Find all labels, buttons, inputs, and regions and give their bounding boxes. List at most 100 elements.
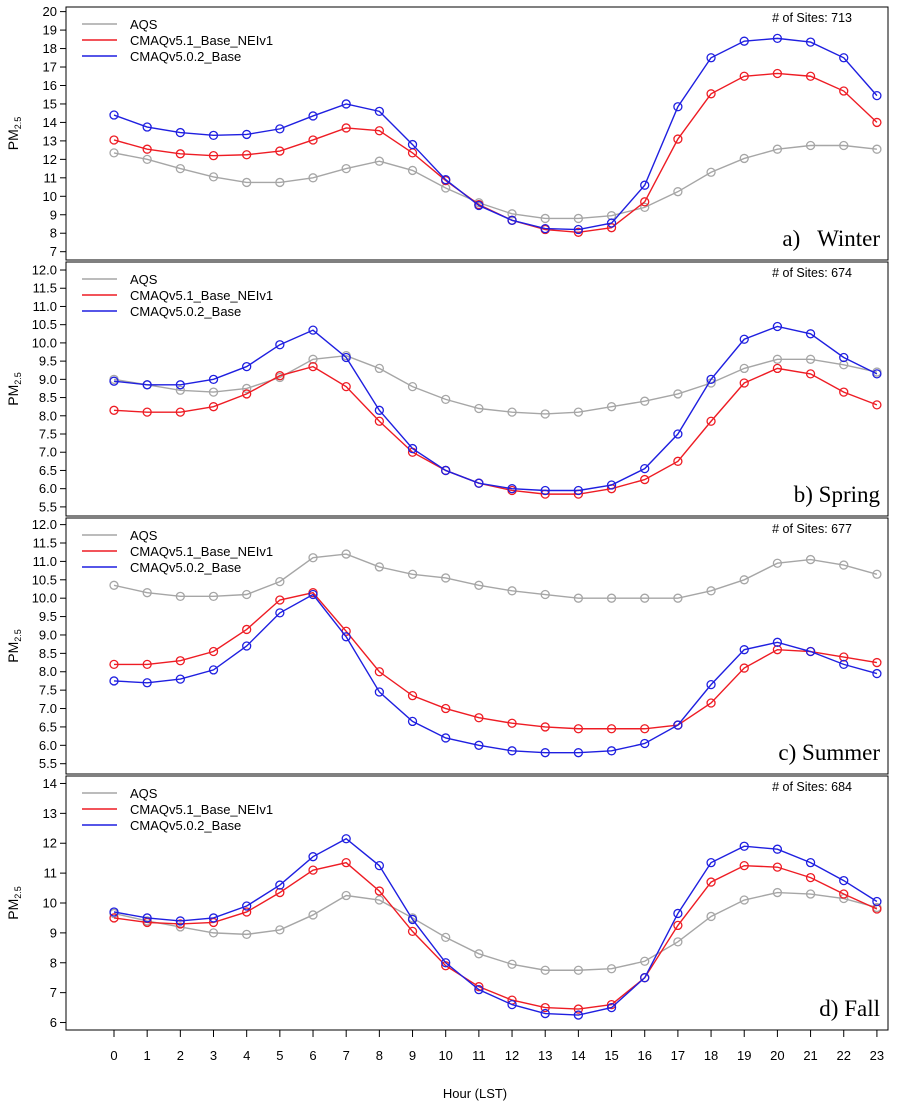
y-tick-label: 19 [43,23,57,38]
data-point [507,718,517,728]
y-tick-label: 11.0 [33,554,57,569]
data-point [275,340,285,350]
data-point [673,937,683,947]
data-point [739,334,749,344]
data-point [208,402,219,412]
data-point [308,361,318,372]
data-point [805,646,816,657]
data-point [341,890,351,901]
series-2 [109,321,882,496]
plot-frame [65,261,889,517]
data-point [772,144,783,154]
x-tick-label: 0 [110,1048,117,1063]
data-point [242,361,252,372]
data-point [606,746,617,756]
y-tick-label: 8.5 [39,646,57,661]
data-point [175,674,185,684]
data-point [275,595,285,605]
data-point [208,646,219,657]
data-point [109,110,119,120]
data-point [242,901,252,911]
data-point [407,165,418,176]
data-point [573,1004,584,1014]
data-point [341,381,351,392]
sites-count: # of Sites: 684 [772,780,852,794]
data-point [341,632,351,642]
data-point [606,964,617,974]
data-point [573,227,584,237]
data-point [407,443,418,454]
series-line [113,593,878,754]
legend-label: CMAQv5.0.2_Base [130,49,241,64]
data-point [706,679,716,690]
data-point [839,875,849,886]
y-tick-label: 13 [43,806,57,821]
y-tick-label: 11 [44,866,58,881]
data-point [640,474,650,485]
data-point [540,485,550,496]
data-point [839,86,849,96]
data-point [308,589,318,600]
data-point [474,713,484,723]
data-point [673,720,683,730]
x-tick-label: 17 [671,1048,685,1063]
y-axis-label: PM2.5 [5,629,23,663]
data-point [507,484,517,494]
series-line [113,354,878,415]
data-point [441,394,451,405]
data-point [772,68,783,79]
data-point [175,407,185,417]
y-tick-label: 9.5 [39,609,57,624]
y-tick-label: 7.5 [39,427,57,442]
data-point [341,834,351,844]
data-point [275,925,285,935]
data-point [872,90,882,101]
data-point [573,1010,584,1020]
y-tick-label: 18 [43,41,57,56]
data-point [142,122,152,132]
data-point [805,858,816,868]
data-point [772,862,783,872]
data-point [474,200,484,211]
data-point [341,163,351,174]
x-tick-label: 23 [870,1048,884,1063]
data-point [242,389,252,399]
data-point [142,913,152,923]
data-point [673,102,683,112]
data-point [208,913,219,923]
data-point [242,589,252,600]
y-tick-label: 6 [50,1015,57,1030]
data-point [673,908,683,919]
data-point [839,140,849,151]
data-point [872,369,882,379]
data-point [474,403,484,414]
y-tick-label: 9.0 [39,627,57,642]
panel-season: Spring [819,482,881,507]
data-point [507,209,517,219]
data-point [474,740,484,750]
data-point [142,659,152,670]
legend-label: CMAQv5.0.2_Base [130,818,241,833]
data-point [540,748,550,758]
data-point [706,698,716,708]
data-point [540,722,550,732]
data-point [175,591,185,601]
panel-title: b) Spring [794,482,881,507]
panel-fall: 6 7 8 9 10 11 12 13 14 PM2.5 AQSCMAQv5.1_Base_NEIv… [5,775,889,1031]
data-point [606,1002,617,1013]
data-point [341,352,351,363]
data-point [109,135,119,145]
data-point [673,134,683,144]
data-point [573,213,584,224]
x-tick-label: 13 [538,1048,552,1063]
x-tick-label: 14 [571,1048,585,1063]
data-point [242,641,252,651]
y-axis-label-subscript: 2.5 [13,886,23,899]
data-point [640,463,650,474]
y-axis-label-main: PM [5,385,21,406]
legend-label: CMAQv5.0.2_Base [130,304,241,319]
data-point [142,588,152,598]
data-point [474,985,484,995]
y-axis-label: PM2.5 [5,117,23,151]
data-point [739,860,749,871]
